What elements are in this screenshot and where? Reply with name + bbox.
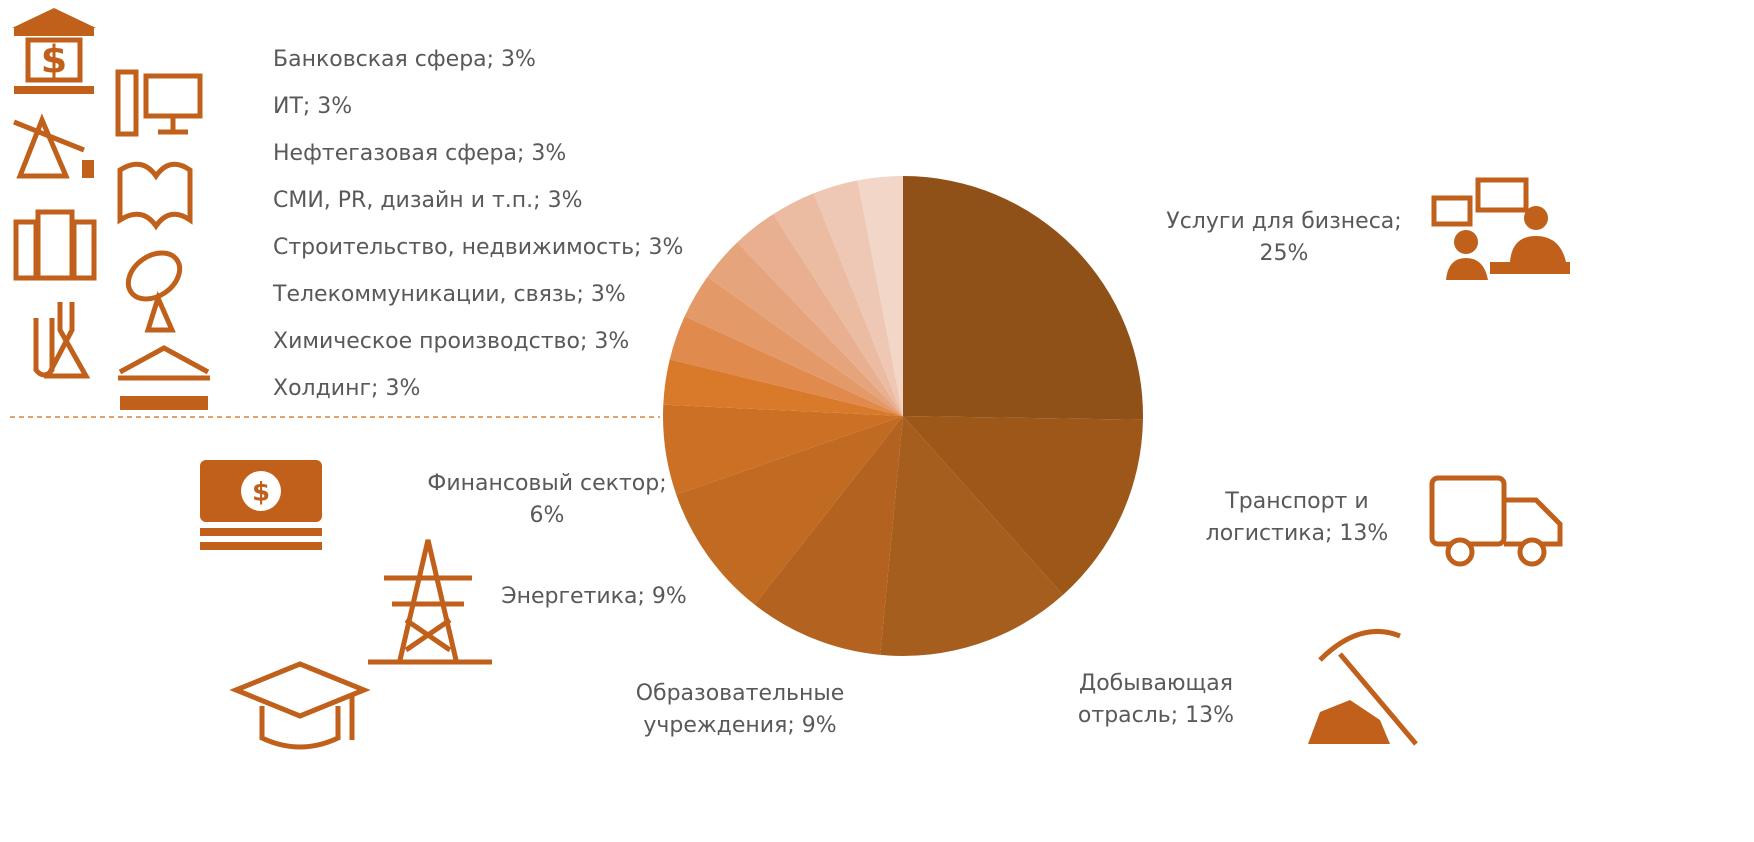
slice-label: Энергетика; 9%: [501, 584, 687, 609]
slice-label: Образовательные: [636, 681, 845, 706]
pie-slice: [880, 416, 1064, 656]
slice-label: Услуги для бизнеса;: [1166, 209, 1401, 234]
slice-label: Холдинг; 3%: [273, 376, 420, 401]
slice-label: Добывающая: [1079, 671, 1233, 696]
slice-label: Транспорт и: [1224, 489, 1368, 514]
slice-label: Телекоммуникации, связь; 3%: [272, 282, 626, 307]
pie-slice: [684, 276, 903, 416]
slice-label: СМИ, PR, дизайн и т.п.; 3%: [273, 188, 582, 213]
pie-slice: [903, 176, 1143, 420]
slice-label: Химическое производство; 3%: [273, 329, 629, 354]
slice-label: ИТ; 3%: [273, 94, 352, 119]
slice-label: 25%: [1260, 241, 1309, 266]
pie-slice: [663, 359, 903, 416]
pie-slice: [676, 416, 903, 605]
slice-label: логистика; 13%: [1206, 521, 1389, 546]
svg-text:$: $: [41, 38, 67, 82]
pie-slice: [773, 193, 903, 416]
pie-slice: [737, 214, 903, 416]
pie-slice: [754, 416, 903, 655]
pie-slice: [903, 416, 1143, 595]
slice-label: Нефтегазовая сфера; 3%: [273, 141, 566, 166]
svg-text:$: $: [252, 478, 270, 508]
pie-slice: [707, 242, 903, 416]
icons: $ $: [12, 8, 1570, 750]
slice-label: Строительство, недвижимость; 3%: [273, 235, 683, 260]
slice-label: отрасль; 13%: [1078, 703, 1234, 728]
slice-label: 6%: [530, 503, 565, 528]
slice-label: учреждения; 9%: [643, 713, 836, 738]
pie-slice: [663, 404, 903, 495]
pie-slice: [857, 176, 903, 416]
pie-slice: [669, 316, 903, 416]
pie-slice: [813, 180, 903, 416]
slice-label: Банковская сфера; 3%: [273, 47, 536, 72]
slice-label: Финансовый сектор;: [427, 471, 666, 496]
